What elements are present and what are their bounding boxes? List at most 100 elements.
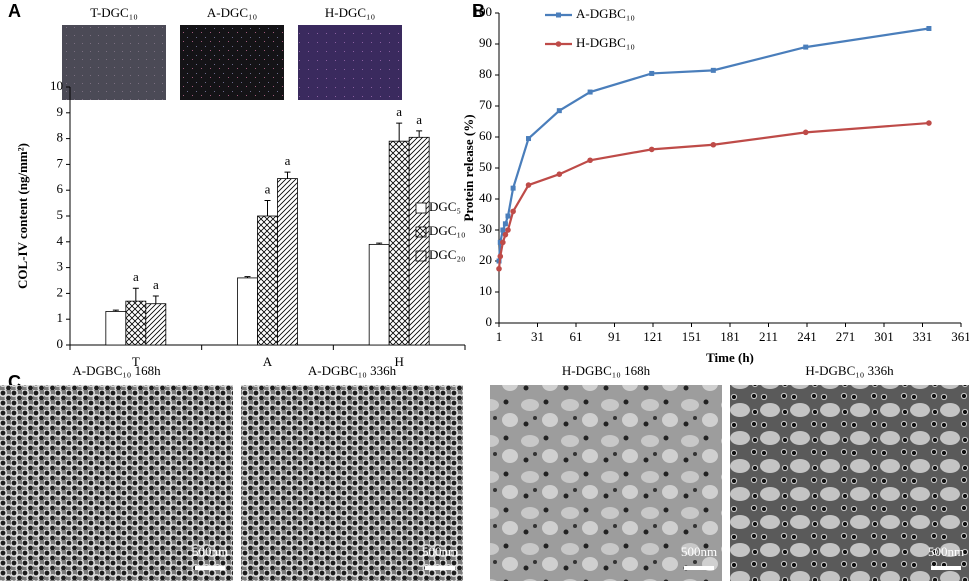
significance-label: a bbox=[153, 277, 159, 292]
scale-bar bbox=[931, 566, 961, 570]
bar bbox=[145, 303, 167, 346]
significance-label: a bbox=[396, 104, 402, 119]
y-tick-label: 100 bbox=[473, 4, 493, 19]
marker bbox=[556, 108, 562, 114]
error-bar bbox=[152, 295, 159, 304]
error-bar bbox=[416, 130, 423, 138]
significance-label: a bbox=[416, 112, 422, 127]
x-tick-label: H bbox=[394, 354, 403, 369]
legend-label: H-DGBC₁₀ bbox=[576, 35, 635, 50]
y-tick-label: 1 bbox=[57, 310, 64, 325]
error-bar bbox=[132, 287, 139, 302]
micrograph bbox=[298, 25, 402, 100]
y-tick-label: 0 bbox=[486, 314, 493, 329]
scale-label: 500nm bbox=[422, 544, 458, 559]
marker bbox=[926, 120, 932, 126]
micrograph bbox=[62, 25, 166, 100]
bar bbox=[277, 178, 298, 346]
y-tick-label: 20 bbox=[479, 252, 492, 267]
y-axis-label: COL-IV content (ng/mm²) bbox=[15, 143, 30, 289]
panel-label: B bbox=[472, 1, 485, 21]
x-tick-label: 31 bbox=[531, 329, 544, 344]
marker bbox=[525, 182, 532, 188]
marker bbox=[926, 26, 932, 31]
image-caption: A-DGC₁₀ bbox=[207, 5, 257, 20]
bar bbox=[388, 140, 410, 346]
bar bbox=[125, 300, 147, 346]
marker bbox=[500, 227, 506, 233]
y-tick-label: 90 bbox=[479, 35, 492, 50]
x-tick-label: T bbox=[132, 354, 140, 369]
scale-bar bbox=[684, 566, 714, 570]
marker bbox=[502, 231, 509, 238]
image-caption: A-DGBC₁₀ 168h bbox=[72, 363, 161, 378]
y-tick-label: 50 bbox=[479, 159, 492, 174]
scale-bar bbox=[425, 566, 455, 570]
scale-bar bbox=[195, 566, 225, 570]
x-tick-label: 361 bbox=[951, 329, 969, 344]
y-tick-label: 30 bbox=[479, 221, 492, 236]
error-bar bbox=[112, 309, 119, 312]
marker bbox=[505, 227, 511, 233]
error-bar bbox=[244, 276, 251, 278]
legend-label: DGC₁₀ bbox=[429, 223, 466, 238]
sem-image bbox=[0, 385, 233, 581]
marker bbox=[710, 141, 717, 148]
legend-marker bbox=[556, 12, 561, 18]
marker bbox=[505, 213, 511, 219]
x-tick-label: 181 bbox=[720, 329, 740, 344]
error-bar bbox=[284, 171, 291, 179]
y-tick-label: 3 bbox=[57, 259, 64, 274]
image-caption: H-DGC₁₀ bbox=[325, 5, 375, 20]
marker bbox=[587, 157, 593, 164]
legend-label: A-DGBC₁₀ bbox=[576, 6, 635, 21]
x-tick-label: 121 bbox=[643, 329, 663, 344]
y-tick-label: 60 bbox=[479, 128, 492, 143]
sem-image bbox=[241, 385, 463, 581]
significance-label: a bbox=[265, 182, 271, 197]
y-tick-label: 70 bbox=[479, 97, 492, 112]
y-tick-label: 8 bbox=[57, 130, 64, 145]
y-tick-label: 10 bbox=[50, 78, 63, 93]
marker bbox=[502, 221, 508, 227]
x-tick-label: 271 bbox=[836, 329, 856, 344]
bar bbox=[257, 215, 278, 346]
y-tick-label: 2 bbox=[57, 284, 64, 299]
marker bbox=[648, 146, 655, 153]
marker bbox=[510, 208, 516, 215]
x-tick-label: 211 bbox=[759, 329, 778, 344]
y-tick-label: 7 bbox=[57, 155, 64, 170]
y-tick-label: 10 bbox=[479, 283, 492, 298]
marker bbox=[510, 185, 516, 191]
x-axis-label: Time (h) bbox=[706, 350, 754, 365]
scale-label: 500nm bbox=[192, 544, 228, 559]
y-tick-label: 40 bbox=[479, 190, 492, 205]
image-caption: A-DGBC₁₀ 336h bbox=[308, 363, 397, 378]
y-tick-label: 80 bbox=[479, 66, 492, 81]
x-tick-label: 91 bbox=[608, 329, 621, 344]
significance-label: a bbox=[133, 269, 139, 284]
x-tick-label: 151 bbox=[682, 329, 702, 344]
legend-swatch bbox=[415, 226, 427, 238]
legend-label: DGC₂₀ bbox=[429, 247, 466, 262]
legend-label: DGC₅ bbox=[429, 199, 461, 214]
legend-marker bbox=[555, 41, 562, 47]
y-tick-label: 9 bbox=[57, 104, 64, 119]
x-tick-label: 241 bbox=[797, 329, 817, 344]
x-tick-label: 1 bbox=[496, 329, 503, 344]
error-bar bbox=[376, 242, 383, 245]
marker bbox=[803, 44, 809, 50]
sem-image bbox=[490, 385, 722, 581]
marker bbox=[497, 253, 504, 260]
bar bbox=[368, 243, 390, 346]
legend-swatch bbox=[415, 202, 427, 214]
error-bar bbox=[396, 122, 403, 142]
bar bbox=[408, 136, 430, 346]
image-caption: T-DGC₁₀ bbox=[90, 5, 138, 20]
bar bbox=[237, 277, 258, 346]
marker bbox=[802, 129, 809, 136]
marker bbox=[556, 171, 563, 177]
marker bbox=[526, 136, 532, 142]
x-tick-label: 301 bbox=[874, 329, 894, 344]
